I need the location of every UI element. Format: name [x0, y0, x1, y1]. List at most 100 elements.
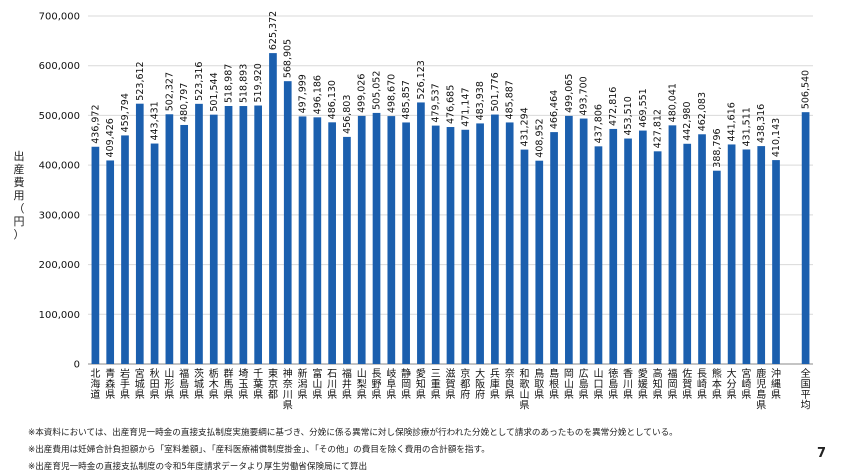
x-tick-label: 熊本県 — [712, 367, 722, 401]
x-tick-label: 新潟県 — [298, 367, 308, 401]
data-label: 388,796 — [712, 128, 723, 167]
data-label: 485,887 — [505, 80, 516, 119]
y-tick-label: 700,000 — [39, 12, 80, 23]
x-tick-label: 愛媛県 — [638, 367, 648, 401]
y-tick-label: 500,000 — [39, 111, 80, 122]
x-tick-label: 群馬県 — [224, 367, 234, 401]
data-label: 431,294 — [519, 107, 530, 146]
bar — [505, 122, 514, 364]
y-tick-label: 300,000 — [39, 210, 80, 221]
bar — [431, 125, 440, 364]
bar — [357, 115, 366, 365]
footnote-1: ※本資料においては、出産育児一時金の直接支払制度実施要綱に基づき、分娩に係る異常… — [28, 428, 678, 438]
y-axis-label: 出産費用（円） — [13, 150, 25, 241]
data-label: 483,938 — [475, 81, 486, 120]
x-tick-label: 大分県 — [727, 367, 737, 401]
x-tick-label: 京都府 — [460, 367, 470, 401]
x-tick-label: 福井県 — [342, 367, 352, 401]
bar — [91, 146, 100, 364]
data-label: 456,803 — [342, 95, 353, 134]
bar — [698, 134, 706, 364]
x-tick-label: 愛知県 — [416, 367, 426, 401]
y-tick-label: 0 — [74, 360, 80, 371]
bar — [298, 116, 307, 364]
footnote-2: ※出産費用は妊婦合計負担額から「室料差額」、「産科医療補償制度掛金」、「その他」… — [28, 445, 490, 455]
data-label: 469,551 — [638, 88, 649, 127]
data-label: 501,544 — [209, 72, 220, 111]
bar-chart: 0 100,000 200,000 300,000 400,000 500,000 600,… — [39, 11, 813, 412]
data-label: 410,143 — [771, 118, 782, 157]
x-tick-label: 三重県 — [431, 369, 441, 401]
x-tick-label: 岡山県 — [564, 368, 574, 401]
data-label: 480,797 — [179, 83, 190, 122]
data-label: 453,510 — [623, 96, 634, 135]
bar — [387, 116, 396, 364]
x-tick-label: 青森県 — [105, 367, 115, 401]
bar — [328, 122, 336, 364]
bar — [150, 143, 159, 364]
x-tick-label: 神奈川県 — [283, 367, 293, 412]
x-tick-label: 栃木県 — [209, 367, 219, 401]
x-tick-label: 茨城県 — [194, 367, 204, 401]
x-tick-label: 徳島県 — [608, 367, 618, 401]
bar — [417, 102, 425, 364]
x-tick-label: 岩手県 — [120, 367, 130, 401]
x-tick-label: 香川県 — [623, 368, 633, 401]
bar — [224, 105, 233, 364]
bar — [609, 128, 618, 364]
x-tick-label: 秋田県 — [150, 367, 160, 401]
x-tick-label: 石川県 — [327, 369, 337, 401]
data-label: 472,816 — [608, 87, 619, 126]
bar — [195, 103, 203, 364]
bar — [461, 129, 470, 364]
bar — [520, 149, 529, 364]
bar — [121, 135, 129, 364]
x-tick-label: 長野県 — [372, 368, 382, 401]
data-label: 437,806 — [593, 104, 604, 143]
x-tick-label: 長崎県 — [697, 368, 707, 401]
x-tick-label: 千葉県 — [253, 368, 263, 401]
bar — [712, 170, 721, 364]
page-number: 7 — [816, 446, 826, 461]
x-tick-label: 島根県 — [549, 367, 559, 401]
x-tick-label: 奈良県 — [505, 367, 515, 401]
y-tick-label: 200,000 — [39, 260, 80, 271]
x-tick-label: 高知県 — [653, 367, 663, 401]
data-label: 480,041 — [667, 83, 678, 122]
bar — [565, 115, 573, 364]
bar — [254, 105, 262, 364]
data-label: 427,812 — [653, 109, 664, 148]
bar — [106, 160, 115, 364]
bar — [801, 112, 810, 365]
x-tick-label: 山梨県 — [357, 368, 367, 401]
bar — [579, 118, 588, 364]
data-label: 518,893 — [238, 64, 249, 103]
bar — [135, 103, 144, 364]
x-tick-label: 山形県 — [164, 368, 174, 401]
data-label: 476,685 — [446, 85, 457, 124]
bar — [772, 160, 780, 364]
data-label: 409,426 — [105, 118, 116, 157]
data-label: 499,065 — [564, 74, 575, 113]
data-label: 501,776 — [490, 72, 501, 111]
x-tick-label: 埼玉県 — [238, 367, 248, 401]
bar — [446, 127, 455, 364]
data-label: 408,952 — [534, 118, 545, 157]
x-tick-label: 全国平均 — [801, 367, 811, 412]
bar — [343, 136, 351, 364]
x-tick-label: 沖縄県 — [771, 367, 781, 401]
y-tick-label: 600,000 — [39, 61, 80, 72]
x-tick-label: 福島県 — [179, 367, 189, 401]
data-label: 568,905 — [283, 39, 294, 78]
x-tick-label: 静岡県 — [401, 367, 411, 401]
bar — [639, 130, 647, 364]
bar — [372, 112, 381, 364]
data-label: 459,794 — [120, 93, 131, 132]
data-label: 431,511 — [741, 107, 752, 146]
bar — [727, 144, 736, 364]
x-tick-label: 和歌山県 — [519, 368, 529, 412]
x-tick-label: 富山県 — [312, 367, 322, 401]
bar — [757, 146, 766, 364]
data-label: 505,052 — [372, 71, 383, 110]
data-label: 523,316 — [194, 62, 205, 101]
